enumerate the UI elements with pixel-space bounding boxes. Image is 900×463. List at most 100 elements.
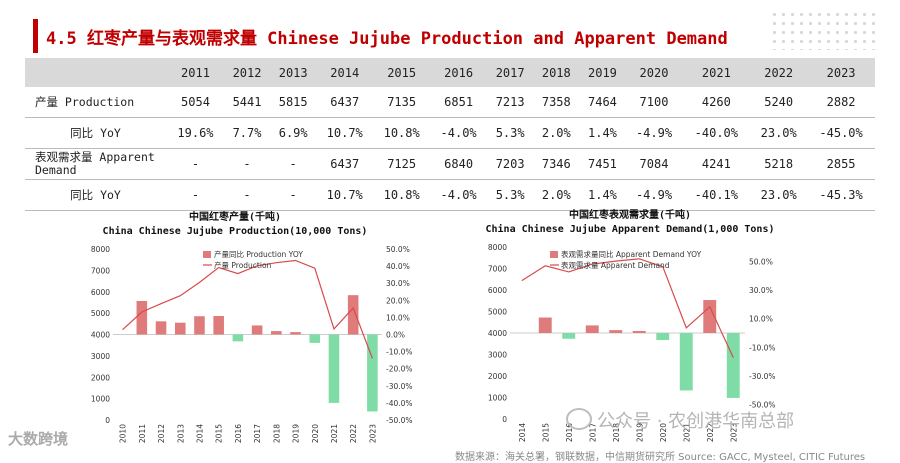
x-tick-label: 2011: [138, 424, 147, 443]
table-cell: 1.4%: [579, 117, 626, 149]
table-cell: 7125: [373, 148, 431, 180]
table-cell: 7358: [533, 87, 580, 118]
legend-label-bar: 表观需求量同比 Apparent Demand YOY: [561, 249, 702, 259]
yoy-bar: [347, 295, 359, 335]
table-cell: 5441: [223, 87, 271, 118]
x-tick-label: 2018: [612, 423, 621, 442]
table-cell: -4.9%: [625, 179, 683, 211]
yoy-bar: [367, 334, 378, 412]
yoy-bar: [174, 322, 186, 335]
y-left-tick-label: 8000: [91, 245, 110, 254]
x-tick-label: 2016: [234, 424, 243, 443]
table-cell: 10.8%: [373, 179, 431, 211]
x-tick-label: 2019: [292, 424, 301, 443]
table-cell: 5240: [750, 87, 808, 118]
row-label: 表观需求量 Apparent Demand: [25, 148, 167, 180]
table-cell: -: [167, 179, 224, 211]
table-cell: 19.6%: [167, 117, 224, 149]
y-right-tick-label: 10.0%: [749, 315, 773, 324]
y-left-tick-label: 0: [502, 415, 507, 424]
x-tick-label: 2020: [311, 424, 320, 443]
table-cell: 5.3%: [487, 179, 534, 211]
y-right-tick-label: -50.0%: [749, 401, 776, 410]
chart-subtitle: China Chinese Jujube Production(10,000 T…: [103, 225, 368, 237]
y-right-tick-label: 0.0%: [386, 331, 405, 340]
wechat-icon: [566, 408, 592, 430]
x-tick-label: 2015: [541, 423, 550, 442]
chart-subtitle: China Chinese Jujube Apparent Demand(1,0…: [486, 223, 775, 235]
x-tick-label: 2014: [195, 424, 204, 443]
y-right-tick-label: -10.0%: [386, 348, 413, 357]
chart-title: 中国红枣表观需求量(千吨): [569, 208, 691, 221]
table-cell: 4241: [682, 148, 751, 180]
yoy-bar: [609, 330, 623, 333]
table-cell: -4.9%: [625, 117, 683, 149]
y-left-tick-label: 1000: [488, 394, 507, 403]
x-tick-label: 2018: [272, 424, 281, 443]
page-title: 4.5 红枣产量与表观需求量 Chinese Jujube Production…: [46, 29, 728, 49]
chart-title: 中国红枣产量(千吨): [189, 210, 281, 223]
x-tick-label: 2017: [253, 424, 262, 443]
yoy-bar: [585, 325, 599, 333]
y-left-tick-label: 4000: [488, 329, 507, 338]
yoy-bar: [271, 331, 282, 335]
table-row: 同比 YoY - - - 10.7% 10.8% -4.0% 5.3% 2.0%…: [25, 179, 875, 211]
table-cell: 7203: [487, 148, 534, 180]
table-cell: 2855: [807, 148, 875, 180]
yoy-bar: [290, 332, 301, 335]
table-cell: 10.8%: [373, 117, 431, 149]
y-left-tick-label: 6000: [91, 288, 110, 297]
data-table: 2011 2012 2013 2014 2015 2016 2017 2018 …: [25, 58, 875, 211]
y-left-tick-label: 2000: [91, 373, 110, 382]
legend-swatch-bar: [550, 251, 558, 258]
yoy-bar: [703, 300, 717, 333]
table-cell: 2.0%: [533, 179, 580, 211]
table-cell: -45.0%: [807, 117, 875, 149]
table-cell: 7451: [579, 148, 626, 180]
legend-label-bar: 产量同比 Production YOY: [214, 249, 303, 259]
y-right-tick-label: 30.0%: [749, 286, 773, 295]
year-header: 2022: [750, 58, 808, 87]
y-right-tick-label: -50.0%: [386, 416, 413, 425]
yoy-bar: [328, 334, 340, 403]
y-left-tick-label: 5000: [488, 308, 507, 317]
yoy-bar: [562, 333, 576, 339]
y-left-tick-label: 6000: [488, 286, 507, 295]
table-cell: 2882: [807, 87, 875, 118]
year-header: 2014: [316, 58, 374, 87]
year-header: 2018: [533, 58, 580, 87]
volume-line: [122, 259, 373, 359]
x-tick-label: 2022: [349, 424, 358, 443]
year-header: 2021: [682, 58, 751, 87]
x-tick-label: 2020: [659, 423, 668, 442]
table-cell: 7464: [579, 87, 626, 118]
yoy-bar: [656, 333, 670, 341]
y-left-tick-label: 1000: [91, 395, 110, 404]
legend-label-line: 表观需求量 Apparent Demand: [561, 260, 670, 270]
y-left-tick-label: 7000: [488, 265, 507, 274]
legend-label-line: 产量 Production: [214, 260, 272, 270]
y-right-tick-label: 10.0%: [386, 313, 410, 322]
x-tick-label: 2022: [706, 423, 715, 442]
y-right-tick-label: 40.0%: [386, 262, 410, 271]
table-cell: 7213: [487, 87, 534, 118]
row-label: 同比 YoY: [25, 179, 167, 211]
year-header: 2016: [430, 58, 488, 87]
source-note: 数据来源：海关总署，钢联数据，中信期货研究所 Source: GACC, Mys…: [455, 452, 866, 463]
table-cell: 23.0%: [750, 117, 808, 149]
table-cell: 6.9%: [270, 117, 317, 149]
year-header: 2023: [807, 58, 875, 87]
x-tick-label: 2017: [588, 423, 597, 442]
x-tick-label: 2021: [330, 424, 339, 443]
table-header-row: 2011 2012 2013 2014 2015 2016 2017 2018 …: [25, 58, 875, 87]
table-cell: 7100: [625, 87, 683, 118]
x-tick-label: 2019: [635, 423, 644, 442]
table-cell: 2.0%: [533, 117, 580, 149]
y-left-tick-label: 3000: [488, 351, 507, 360]
table-cell: -45.3%: [807, 179, 875, 211]
table-cell: 5218: [750, 148, 808, 180]
x-tick-label: 2014: [518, 423, 527, 442]
y-left-tick-label: 7000: [91, 266, 110, 275]
year-header: 2017: [487, 58, 534, 87]
table-cell: -4.0%: [430, 117, 488, 149]
